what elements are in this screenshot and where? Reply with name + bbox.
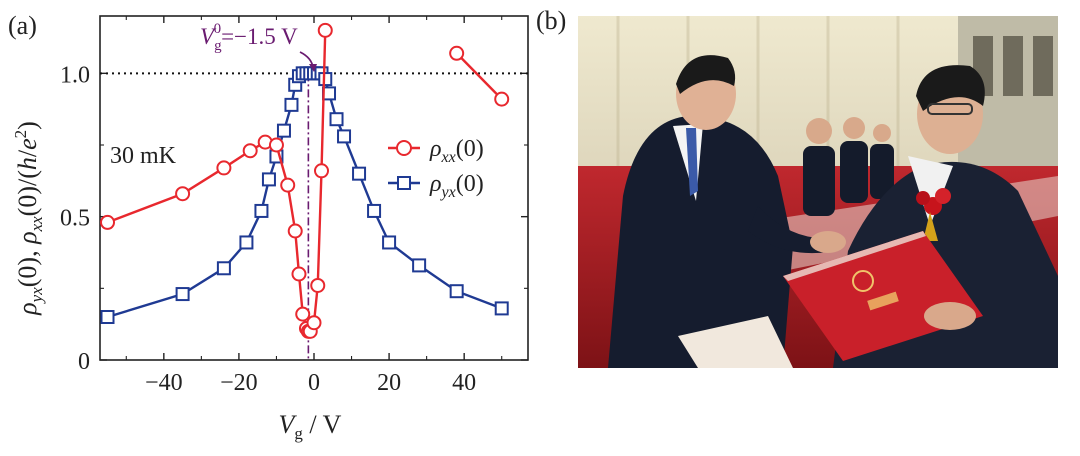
data-point-rho-yx (412, 258, 427, 273)
chart-panel-a: (a) ρyx(0), ρxx(0)/(h/e2) Vg / V −40 −20 0… (8, 11, 529, 443)
data-point-rho-yx (367, 203, 382, 218)
data-point-rho-xx (100, 214, 116, 230)
y-tick-label: 0.5 (60, 206, 90, 232)
series-group (100, 22, 510, 339)
award-ceremony-photo (578, 16, 1058, 368)
svg-text:ρxx(0): ρxx(0) (429, 136, 484, 166)
legend: ρxx(0) ρyx(0) (388, 136, 484, 201)
data-point-rho-xx (295, 306, 311, 322)
data-point-rho-yx (100, 310, 115, 324)
data-point-rho-yx (175, 287, 190, 302)
data-point-rho-xx (175, 186, 191, 202)
x-tick-label: 20 (377, 370, 401, 396)
x-tick-label: −40 (145, 370, 183, 396)
data-point-rho-xx (310, 277, 326, 293)
data-point-rho-xx (287, 223, 303, 239)
data-point-rho-xx (494, 91, 510, 107)
panel-b-label: (b) (536, 6, 567, 35)
vg0-annotation: Vg0=−1.5 V (200, 21, 317, 72)
panel-a-label: (a) (8, 11, 37, 40)
x-axis-label: Vg / V (279, 410, 342, 443)
data-point-rho-xx (216, 160, 232, 176)
data-point-rho-xx (242, 143, 258, 159)
temperature-label: 30 mK (110, 143, 177, 169)
data-point-rho-yx (216, 261, 231, 276)
data-point-rho-xx (268, 137, 284, 153)
x-tick-label: 0 (308, 370, 320, 396)
data-point-rho-xx (317, 22, 333, 38)
series-line-rho-xx (455, 52, 503, 100)
data-point-rho-yx (284, 97, 299, 112)
legend-entry-rho-xx: ρxx(0) (388, 136, 484, 166)
data-point-rho-yx (261, 172, 276, 187)
data-point-rho-yx (352, 166, 367, 181)
data-point-rho-yx (494, 301, 509, 316)
data-point-rho-yx (329, 112, 344, 127)
data-point-rho-xx (306, 315, 322, 331)
svg-text:ρyx(0): ρyx(0) (429, 171, 484, 201)
x-tick-label: 40 (452, 370, 476, 396)
data-point-rho-yx (449, 284, 464, 299)
data-point-rho-yx (382, 235, 397, 250)
data-point-rho-xx (449, 45, 465, 61)
data-point-rho-xx (314, 163, 330, 179)
y-axis-label: ρyx(0), ρxx(0)/(h/e2) (11, 121, 46, 316)
data-point-rho-yx (254, 203, 269, 218)
x-tick-label: −20 (220, 370, 258, 396)
svg-text:ρyx(0), ρxx(0)/(h/e2): ρyx(0), ρxx(0)/(h/e2) (11, 121, 46, 316)
svg-text:Vg / V: Vg / V (279, 410, 342, 443)
legend-entry-rho-yx: ρyx(0) (388, 171, 484, 201)
y-tick-label: 1.0 (60, 62, 90, 88)
data-point-rho-yx (239, 235, 254, 250)
data-point-rho-xx (280, 177, 296, 193)
svg-text:Vg0=−1.5 V: Vg0=−1.5 V (200, 21, 298, 54)
data-point-rho-yx (337, 129, 352, 144)
data-point-rho-xx (291, 266, 307, 282)
data-point-rho-yx (276, 123, 291, 138)
y-tick-label: 0 (78, 349, 90, 375)
